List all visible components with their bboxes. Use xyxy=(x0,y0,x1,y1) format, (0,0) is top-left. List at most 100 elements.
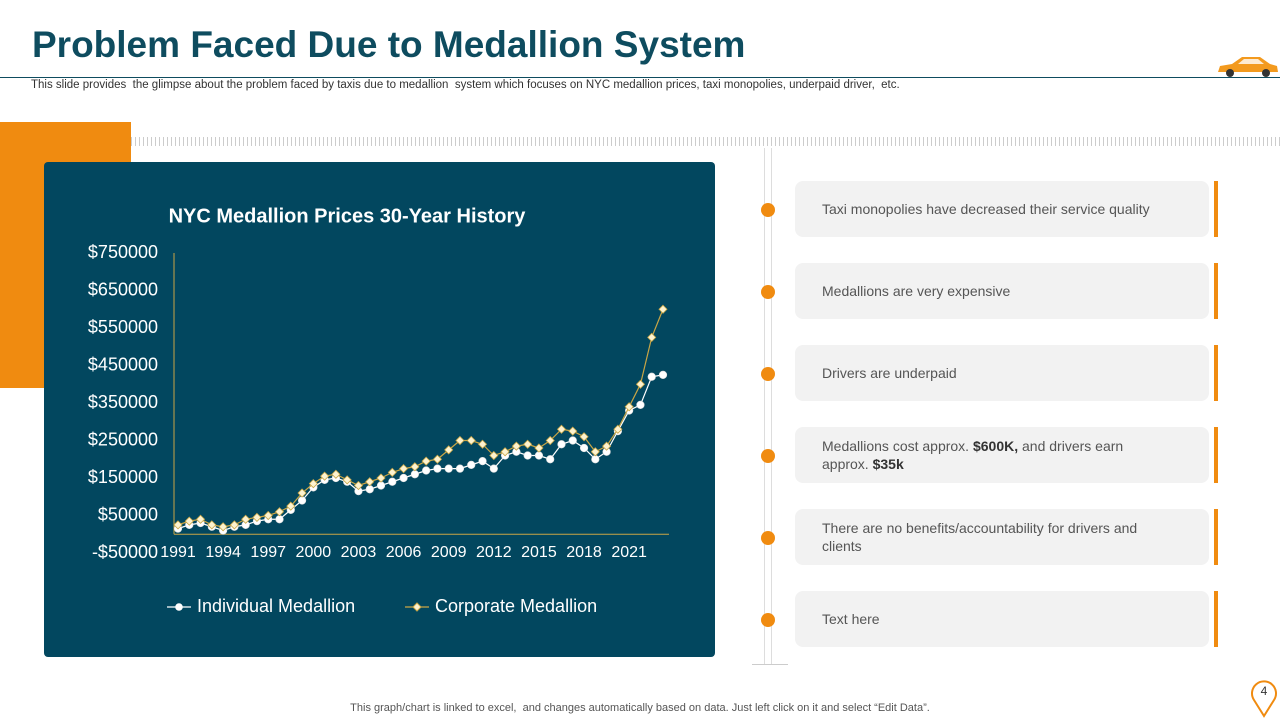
data-point xyxy=(557,440,566,449)
data-point xyxy=(647,372,656,381)
data-point xyxy=(624,402,634,412)
x-tick-label: 2012 xyxy=(476,544,512,561)
data-point xyxy=(444,445,454,455)
y-tick-label: $750000 xyxy=(88,242,158,262)
item-card: Taxi monopolies have decreased their ser… xyxy=(795,181,1218,237)
legend-marker xyxy=(412,602,422,612)
data-point xyxy=(252,512,262,522)
data-point xyxy=(353,480,364,491)
y-tick-label: -$50000 xyxy=(92,542,158,562)
data-point xyxy=(591,455,600,464)
slide-subtitle: This slide provides the glimpse about th… xyxy=(31,79,900,91)
data-point xyxy=(297,496,307,505)
item-text: Text here xyxy=(822,610,1152,628)
data-point xyxy=(387,467,397,477)
item-accent xyxy=(1214,181,1218,237)
data-point xyxy=(489,464,498,473)
data-point xyxy=(534,451,544,460)
page-number: 4 xyxy=(1261,684,1268,698)
data-point xyxy=(229,520,239,530)
data-point xyxy=(320,471,330,481)
series-line xyxy=(177,374,664,532)
x-tick-label: 1991 xyxy=(160,544,196,561)
x-tick-label: 2000 xyxy=(296,544,332,561)
x-tick-label: 2018 xyxy=(566,544,602,561)
data-point xyxy=(207,520,217,530)
title-rule xyxy=(0,77,1280,78)
item-text-segment: Text here xyxy=(822,611,880,627)
data-point xyxy=(173,520,183,530)
timeline-dot xyxy=(761,285,775,299)
item-card: Medallions are very expensive xyxy=(795,263,1218,319)
stripe-band xyxy=(131,137,1280,146)
data-point xyxy=(376,473,386,483)
item-text-segment: Taxi monopolies have decreased their ser… xyxy=(822,201,1150,217)
data-point xyxy=(399,473,408,483)
data-point xyxy=(308,479,318,489)
item-card: Text here xyxy=(795,591,1218,647)
data-point xyxy=(432,454,442,464)
data-point xyxy=(579,443,589,453)
timeline-line xyxy=(764,148,772,665)
y-tick-label: $450000 xyxy=(88,354,158,374)
legend-label: Individual Medallion xyxy=(197,596,355,616)
data-point xyxy=(478,457,487,466)
data-point xyxy=(546,455,555,464)
data-point xyxy=(184,516,194,526)
item-text-segment: $600K, xyxy=(972,438,1019,454)
item-text-segment: Drivers are underpaid xyxy=(822,365,957,381)
y-tick-label: $150000 xyxy=(88,467,158,487)
data-point xyxy=(433,464,442,473)
data-point xyxy=(455,435,465,446)
item-accent xyxy=(1214,345,1218,401)
item-text: There are no benefits/accountability for… xyxy=(822,519,1152,555)
data-point xyxy=(579,432,589,442)
item-accent xyxy=(1214,509,1218,565)
y-tick-label: $350000 xyxy=(88,392,158,412)
data-point xyxy=(467,460,476,469)
data-point xyxy=(523,451,532,460)
item-card: Drivers are underpaid xyxy=(795,345,1218,401)
x-tick-label: 2021 xyxy=(611,544,647,561)
data-point xyxy=(342,475,352,485)
data-point xyxy=(241,514,251,524)
y-tick-label: $250000 xyxy=(88,429,158,449)
x-tick-label: 2009 xyxy=(431,544,467,561)
data-point xyxy=(410,470,419,479)
series-line xyxy=(177,309,664,528)
data-point xyxy=(658,304,668,314)
data-point xyxy=(556,424,567,434)
timeline-foot xyxy=(752,664,788,665)
data-point xyxy=(410,462,420,472)
data-point xyxy=(500,447,510,457)
data-point xyxy=(511,441,521,451)
data-point xyxy=(602,441,612,451)
slide-title: Problem Faced Due to Medallion System xyxy=(32,24,746,65)
y-tick-label: $650000 xyxy=(88,279,158,299)
data-point xyxy=(466,435,476,446)
timeline-dot xyxy=(761,449,775,463)
x-tick-label: 1997 xyxy=(250,544,286,561)
footer-note: This graph/chart is linked to excel, and… xyxy=(350,702,930,714)
timeline-dot xyxy=(761,203,775,217)
data-point xyxy=(534,443,544,453)
data-point xyxy=(421,456,431,466)
data-point xyxy=(399,464,409,474)
item-accent xyxy=(1214,427,1218,483)
data-point xyxy=(455,464,465,473)
data-point xyxy=(636,400,645,409)
item-card: There are no benefits/accountability for… xyxy=(795,509,1218,565)
timeline-dot xyxy=(761,613,775,627)
car-icon xyxy=(1218,57,1278,77)
page-badge: 4 xyxy=(1251,680,1277,718)
data-point xyxy=(545,435,555,446)
y-tick-label: $50000 xyxy=(98,504,158,524)
data-point xyxy=(388,477,397,486)
chart-title: NYC Medallion Prices 30-Year History xyxy=(169,205,527,227)
data-point xyxy=(444,464,453,473)
item-accent xyxy=(1214,263,1218,319)
item-text-segment: and drivers earn approx. xyxy=(822,438,1124,472)
timeline-dot xyxy=(761,531,775,545)
data-point xyxy=(568,436,577,445)
